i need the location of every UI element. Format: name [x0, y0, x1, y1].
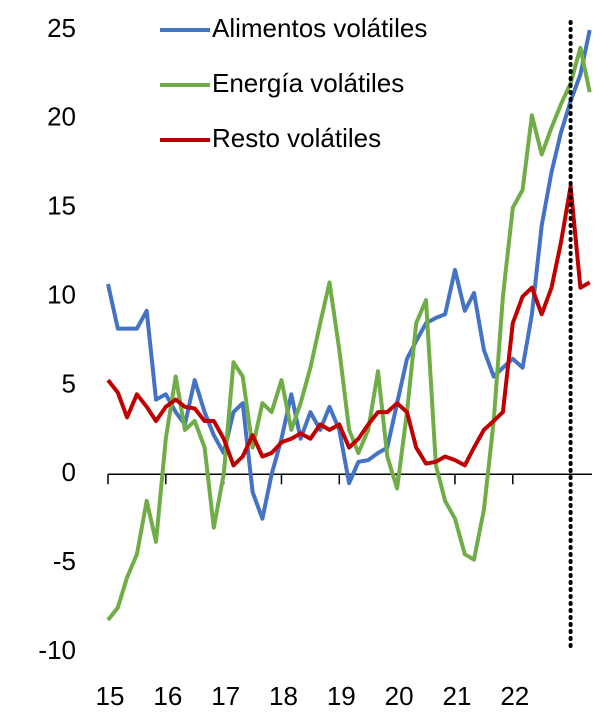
x-tick-label: 18 — [269, 681, 298, 711]
y-tick-label: 10 — [47, 279, 76, 309]
y-tick-label: 15 — [47, 191, 76, 221]
series-line — [106, 45, 592, 622]
series-line — [106, 184, 591, 468]
y-tick-label: -10 — [38, 635, 76, 665]
x-tick-label: 16 — [153, 681, 182, 711]
y-tick-label: -5 — [53, 546, 76, 576]
x-tick-label: 20 — [385, 681, 414, 711]
y-tick-label: 20 — [47, 102, 76, 132]
y-tick-label: 25 — [47, 13, 76, 43]
y-tick-label: 5 — [62, 368, 76, 398]
legend-label: Resto volátiles — [212, 123, 381, 153]
y-tick-label: 0 — [62, 457, 76, 487]
x-tick-label: 21 — [442, 681, 471, 711]
legend-label: Energía volátiles — [212, 68, 404, 98]
x-tick-label: 22 — [500, 681, 529, 711]
x-tick-label: 17 — [211, 681, 240, 711]
x-tick-label: 15 — [96, 681, 125, 711]
x-tick-label: 19 — [327, 681, 356, 711]
legend-label: Alimentos volátiles — [212, 13, 427, 43]
